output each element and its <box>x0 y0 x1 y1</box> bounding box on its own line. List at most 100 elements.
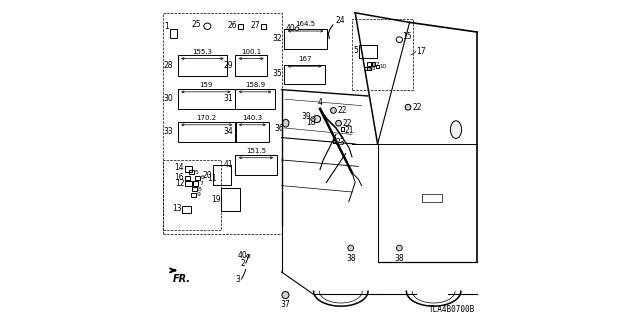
Text: 7: 7 <box>199 181 203 186</box>
Text: 5: 5 <box>195 170 198 175</box>
Text: 22: 22 <box>338 106 347 115</box>
Text: 11: 11 <box>207 174 217 183</box>
Text: 1: 1 <box>164 22 169 31</box>
Bar <box>185 176 190 180</box>
Bar <box>195 176 200 180</box>
Text: 159: 159 <box>199 82 212 88</box>
Bar <box>191 193 196 197</box>
Bar <box>185 181 192 186</box>
Text: 3: 3 <box>236 275 241 284</box>
Text: 24: 24 <box>335 16 345 25</box>
Bar <box>284 65 325 84</box>
Bar <box>284 29 327 49</box>
Text: 41: 41 <box>223 160 233 169</box>
Text: 29: 29 <box>223 61 233 70</box>
Text: 19: 19 <box>211 195 220 204</box>
Text: 170.2: 170.2 <box>196 115 217 121</box>
Circle shape <box>348 245 354 251</box>
Text: TLA4B0700B: TLA4B0700B <box>429 305 475 314</box>
Bar <box>367 67 371 70</box>
Text: 33: 33 <box>163 127 173 136</box>
Text: 20: 20 <box>202 171 212 180</box>
Text: 9: 9 <box>196 192 200 197</box>
Ellipse shape <box>451 121 461 139</box>
Text: 16: 16 <box>175 173 184 182</box>
Ellipse shape <box>396 37 403 43</box>
Bar <box>163 160 221 230</box>
Circle shape <box>247 254 250 258</box>
Text: 25: 25 <box>191 20 201 29</box>
Bar <box>367 62 371 66</box>
Bar <box>178 89 235 109</box>
Text: 35: 35 <box>273 69 282 78</box>
Text: 140.3: 140.3 <box>243 115 262 121</box>
Text: 2: 2 <box>240 259 245 268</box>
Text: 23: 23 <box>336 138 346 147</box>
Bar <box>192 187 197 191</box>
Text: 40: 40 <box>286 24 296 33</box>
Text: 4: 4 <box>317 98 323 107</box>
Text: FR.: FR. <box>173 274 191 284</box>
Text: 18: 18 <box>306 118 316 127</box>
Bar <box>170 29 177 38</box>
Text: 26: 26 <box>227 21 237 30</box>
Bar <box>221 188 240 211</box>
Bar <box>212 165 232 185</box>
Text: 14: 14 <box>175 163 184 172</box>
Text: 38: 38 <box>346 254 356 263</box>
Text: 12: 12 <box>175 179 184 188</box>
Text: 38: 38 <box>394 254 404 263</box>
Bar <box>364 67 367 70</box>
Text: 158.9: 158.9 <box>245 82 265 88</box>
Text: 9: 9 <box>367 66 371 71</box>
Text: 17: 17 <box>416 47 426 56</box>
Text: 22: 22 <box>412 103 422 112</box>
Text: 167: 167 <box>298 56 312 62</box>
Bar <box>376 65 379 68</box>
Text: 100.1: 100.1 <box>241 49 261 55</box>
Bar <box>236 155 277 175</box>
Text: 39: 39 <box>301 112 311 121</box>
Text: 32: 32 <box>273 34 282 43</box>
Text: 5: 5 <box>353 46 358 55</box>
Bar <box>236 55 268 76</box>
Text: 27: 27 <box>250 21 260 30</box>
Bar <box>236 122 269 142</box>
Text: 151.5: 151.5 <box>246 148 266 154</box>
Bar <box>352 19 413 90</box>
Text: 155.3: 155.3 <box>193 49 212 55</box>
Text: 6: 6 <box>371 61 374 67</box>
Text: 28: 28 <box>163 61 173 70</box>
Text: 15: 15 <box>403 32 412 41</box>
Text: 40: 40 <box>237 251 247 260</box>
Ellipse shape <box>204 23 211 29</box>
Bar <box>182 206 191 213</box>
Circle shape <box>295 27 299 31</box>
Text: 31: 31 <box>223 94 233 103</box>
Bar <box>261 24 266 29</box>
Bar <box>238 24 243 29</box>
Text: 37: 37 <box>280 300 290 309</box>
Text: 164.5: 164.5 <box>296 21 316 27</box>
Text: 34: 34 <box>223 127 233 136</box>
Text: 36: 36 <box>274 124 284 133</box>
Text: 22: 22 <box>343 119 352 128</box>
Circle shape <box>331 108 337 113</box>
Ellipse shape <box>313 116 321 123</box>
Bar <box>163 13 282 234</box>
Bar <box>189 170 194 174</box>
Circle shape <box>311 117 315 121</box>
Text: 21: 21 <box>345 126 355 135</box>
Bar <box>185 166 192 172</box>
Text: 7: 7 <box>376 61 379 67</box>
Text: 6: 6 <box>200 175 204 180</box>
Bar <box>193 181 198 186</box>
Text: 13: 13 <box>172 204 182 213</box>
Circle shape <box>336 120 342 126</box>
Circle shape <box>282 292 289 299</box>
Text: 10: 10 <box>380 64 387 69</box>
Bar <box>178 122 236 142</box>
Bar <box>360 45 377 58</box>
Bar <box>236 89 275 109</box>
Text: 8: 8 <box>371 66 374 71</box>
